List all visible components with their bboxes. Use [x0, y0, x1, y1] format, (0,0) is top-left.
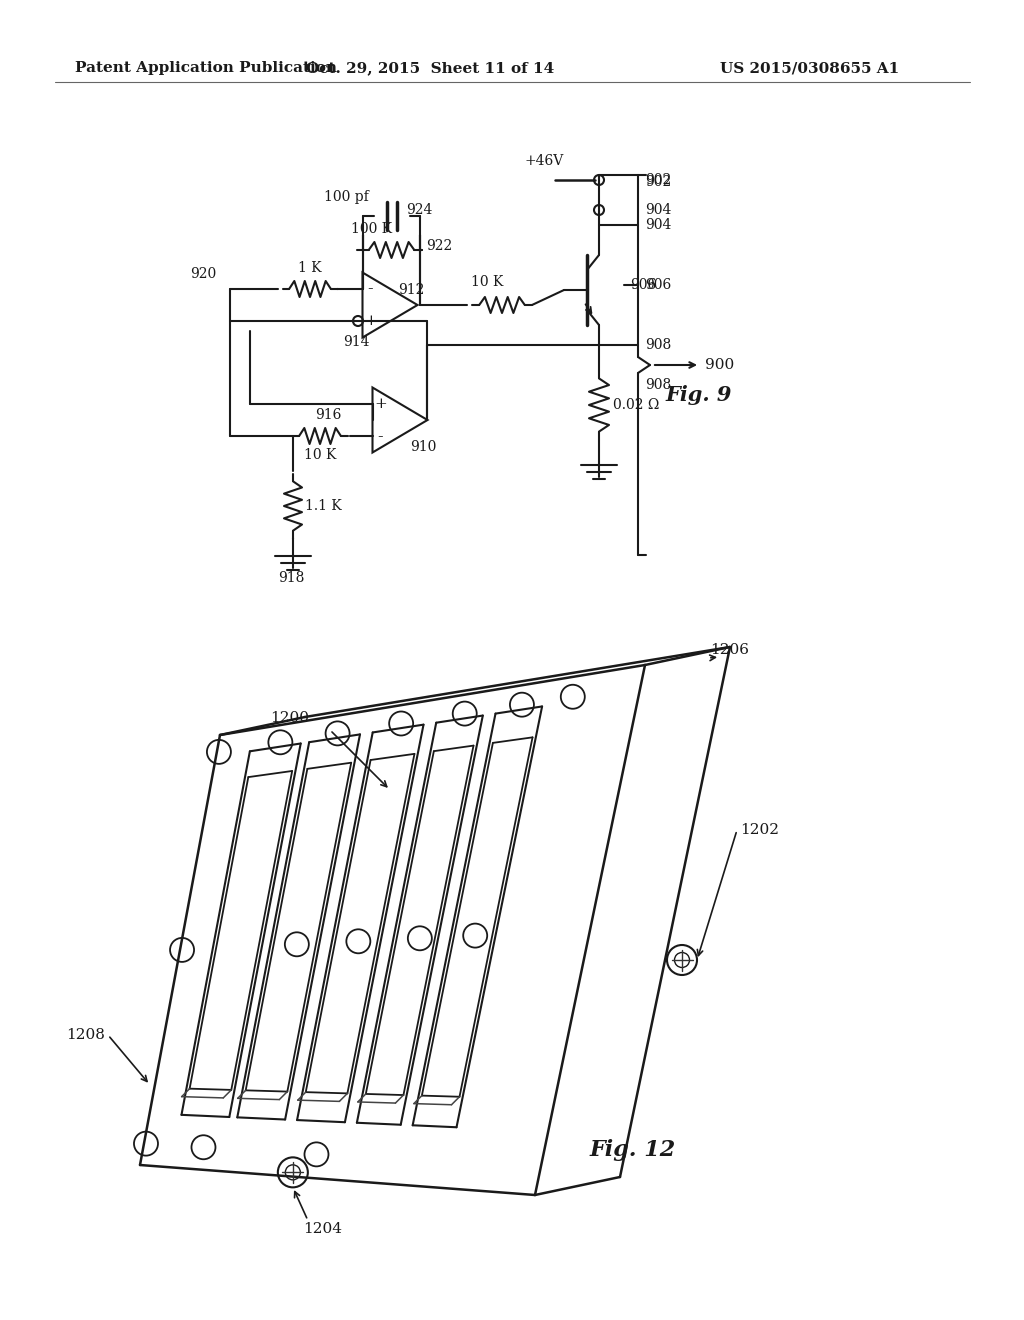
Text: 916: 916: [315, 408, 341, 422]
Text: 1204: 1204: [303, 1222, 342, 1237]
Text: Oct. 29, 2015  Sheet 11 of 14: Oct. 29, 2015 Sheet 11 of 14: [306, 61, 554, 75]
Text: 902: 902: [645, 176, 672, 189]
Text: 1200: 1200: [270, 711, 309, 725]
Text: 900: 900: [705, 358, 734, 372]
Text: 1206: 1206: [710, 643, 749, 657]
Text: 10 K: 10 K: [471, 275, 503, 289]
Text: -: -: [378, 428, 383, 445]
Text: +: +: [365, 314, 377, 329]
Text: 1208: 1208: [67, 1028, 105, 1041]
Text: 906: 906: [645, 279, 672, 292]
Text: -: -: [368, 280, 374, 297]
Text: 912: 912: [398, 282, 424, 297]
Text: 908: 908: [645, 338, 672, 352]
Text: 918: 918: [278, 572, 304, 585]
Text: Patent Application Publication: Patent Application Publication: [75, 61, 337, 75]
Text: 904: 904: [645, 203, 672, 216]
Text: 922: 922: [427, 239, 453, 253]
Text: 100 K: 100 K: [351, 222, 392, 236]
Text: 1202: 1202: [740, 822, 779, 837]
Text: 904: 904: [645, 218, 672, 232]
Text: 920: 920: [190, 267, 216, 281]
Text: 902: 902: [645, 173, 672, 187]
Text: +: +: [374, 397, 387, 411]
Text: 914: 914: [343, 335, 370, 348]
Text: US 2015/0308655 A1: US 2015/0308655 A1: [720, 61, 899, 75]
Text: 100 pf: 100 pf: [325, 190, 369, 205]
Text: 924: 924: [407, 203, 433, 216]
Text: 908: 908: [645, 378, 672, 392]
Text: 910: 910: [410, 440, 436, 454]
Text: +46V: +46V: [525, 154, 564, 168]
Text: Fig. 12: Fig. 12: [590, 1139, 676, 1162]
Text: 1.1 K: 1.1 K: [305, 499, 342, 513]
Text: 10 K: 10 K: [304, 447, 336, 462]
Text: Fig. 9: Fig. 9: [665, 385, 731, 405]
Text: 0.02 Ω: 0.02 Ω: [613, 399, 659, 412]
Text: 906: 906: [630, 279, 656, 292]
Text: 1 K: 1 K: [298, 261, 322, 275]
